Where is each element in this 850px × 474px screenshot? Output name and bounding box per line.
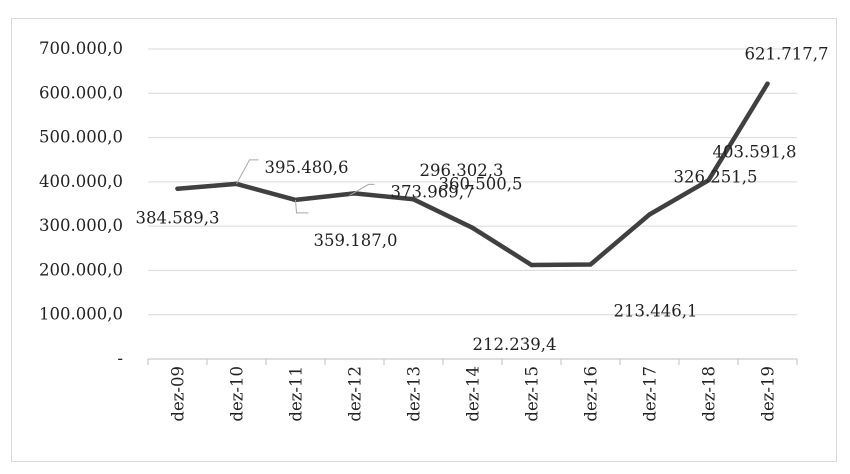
data-point (529, 262, 534, 268)
y-tick-label: 600.000,0 (39, 83, 123, 102)
x-tick-label: dez-16 (582, 366, 601, 422)
x-tick-label: dez-10 (228, 366, 247, 422)
data-label: 384.589,3 (136, 209, 220, 228)
data-point (588, 262, 593, 267)
x-tick-label: dez-09 (169, 366, 188, 422)
data-label: 213.446,1 (614, 301, 698, 320)
x-tick-label: dez-18 (700, 366, 719, 422)
data-label-leader-line (236, 159, 259, 185)
chart-area (11, 18, 837, 462)
data-label-leader-line (295, 199, 309, 214)
data-label: 359.187,0 (314, 231, 398, 250)
data-label-leader-line (349, 183, 375, 196)
data-labels: 384.589,3 395.480,6 359.187,0 373.969,7360.… (136, 45, 829, 354)
y-axis-tick-labels: - 100.000,0 200.000,0 300.000,0 400.000,0 500… (39, 39, 123, 368)
data-label: 212.239,4 (473, 335, 557, 354)
data-point (706, 178, 711, 183)
data-label: 403.591,8 (713, 142, 797, 161)
data-point (647, 212, 652, 217)
x-tick-label: dez-19 (759, 366, 778, 422)
data-label: 373.969,7 (391, 182, 475, 201)
data-label: 621.717,7 (745, 45, 829, 64)
x-tick-label: dez-13 (405, 366, 424, 422)
y-tick-label: 100.000,0 (39, 305, 123, 324)
data-point (411, 197, 416, 202)
y-tick-label: 700.000,0 (39, 39, 123, 58)
data-label: 395.480,6 (265, 158, 349, 177)
y-tick-label: 200.000,0 (39, 260, 123, 279)
y-tick-label: 400.000,0 (39, 172, 123, 191)
data-point (175, 186, 180, 191)
y-tick-label: 300.000,0 (39, 216, 123, 235)
data-label: 360.500,5 (439, 174, 523, 193)
data-point (765, 81, 770, 86)
x-tick-label: dez-12 (346, 366, 365, 422)
y-tick-label: - (117, 349, 123, 368)
x-axis-tick-labels: dez-09 dez-10 dez-11 dez-12 dez-13 dez-14 dez-… (169, 366, 778, 422)
x-tick-label: dez-14 (464, 366, 483, 422)
x-tick-label: dez-17 (641, 366, 660, 422)
data-label: 326.251,5 (674, 168, 758, 187)
y-tick-label: 500.000,0 (39, 128, 123, 147)
x-tick-label: dez-15 (523, 366, 542, 422)
gridlines (148, 48, 797, 316)
x-tick-label: dez-11 (287, 366, 306, 422)
x-axis (147, 358, 798, 365)
data-point (470, 225, 475, 230)
data-label: 296.302,3 (420, 161, 504, 180)
